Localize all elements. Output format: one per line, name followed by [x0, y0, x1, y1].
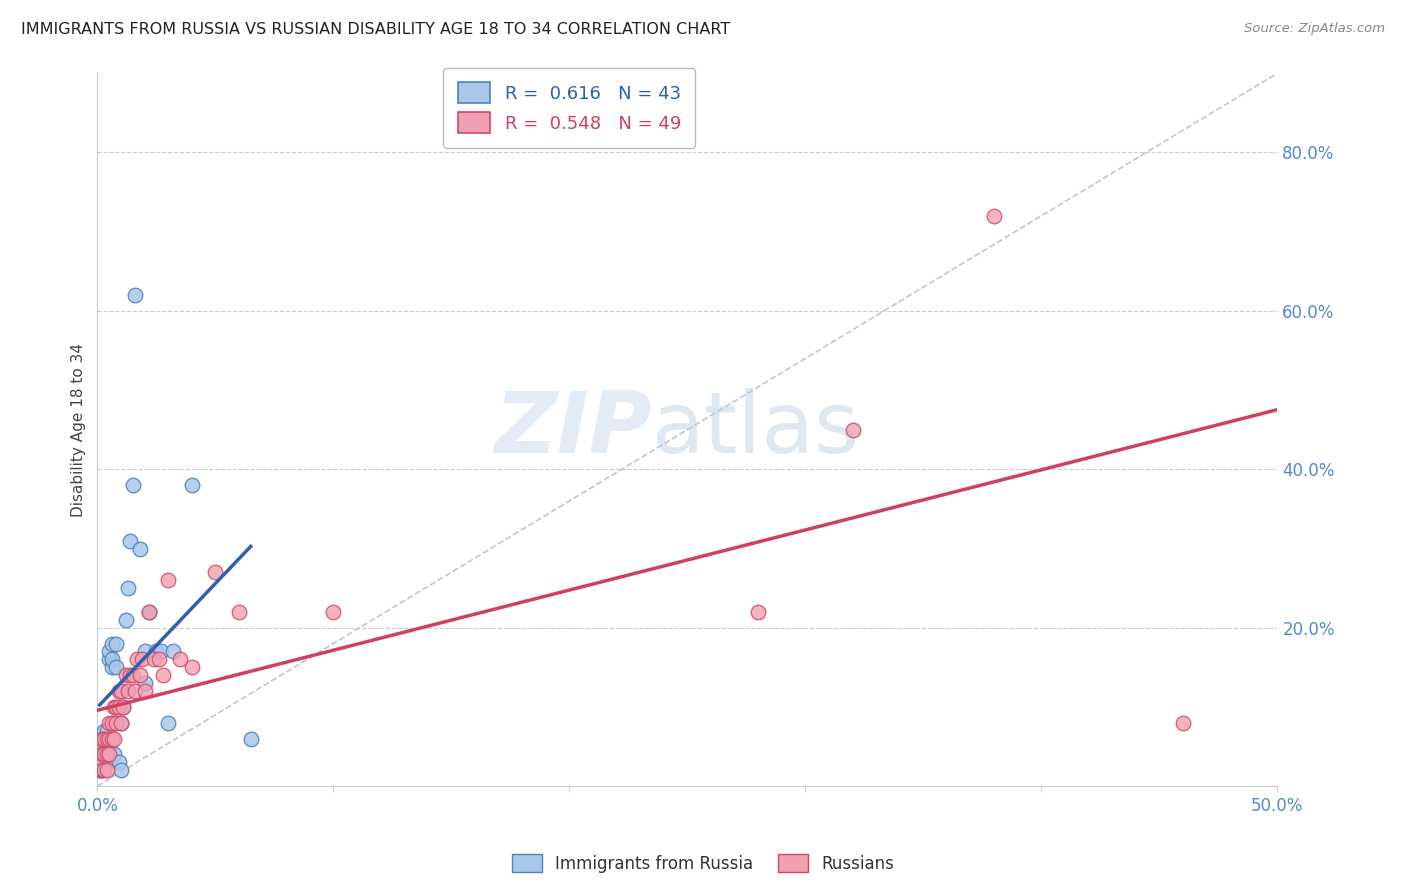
- Point: [100, 715, 122, 730]
- Point: [98, 715, 121, 730]
- Point: [145, 644, 167, 658]
- Point: [96, 731, 118, 746]
- Point: [128, 541, 150, 556]
- Point: [134, 684, 156, 698]
- Point: [121, 668, 143, 682]
- Point: [96, 723, 118, 738]
- Point: [228, 605, 250, 619]
- Point: [96, 764, 118, 778]
- Point: [110, 715, 132, 730]
- Point: [96, 739, 118, 754]
- Point: [89, 764, 111, 778]
- Point: [110, 715, 132, 730]
- Point: [117, 581, 139, 595]
- Point: [91, 731, 114, 746]
- Point: [100, 636, 122, 650]
- Text: Source: ZipAtlas.com: Source: ZipAtlas.com: [1244, 22, 1385, 36]
- Point: [322, 605, 344, 619]
- Point: [103, 731, 125, 746]
- Point: [100, 731, 122, 746]
- Point: [93, 764, 115, 778]
- Point: [124, 288, 146, 302]
- Point: [98, 747, 121, 762]
- Point: [112, 700, 135, 714]
- Point: [134, 676, 156, 690]
- Point: [143, 652, 166, 666]
- Point: [98, 731, 121, 746]
- Point: [89, 747, 111, 762]
- Point: [112, 700, 135, 714]
- Point: [93, 731, 115, 746]
- Point: [91, 747, 114, 762]
- Point: [110, 764, 132, 778]
- Point: [841, 423, 863, 437]
- Text: ZIP: ZIP: [495, 388, 652, 471]
- Point: [91, 756, 114, 770]
- Point: [98, 739, 121, 754]
- Point: [152, 668, 174, 682]
- Point: [114, 668, 136, 682]
- Point: [747, 605, 769, 619]
- Point: [107, 756, 129, 770]
- Point: [204, 566, 226, 580]
- Point: [105, 660, 128, 674]
- Point: [138, 605, 160, 619]
- Point: [157, 715, 180, 730]
- Point: [107, 684, 129, 698]
- Point: [124, 684, 146, 698]
- Point: [120, 533, 142, 548]
- Point: [117, 684, 139, 698]
- Point: [114, 613, 136, 627]
- Point: [180, 478, 202, 492]
- Point: [91, 739, 114, 754]
- Point: [89, 764, 111, 778]
- Point: [239, 731, 262, 746]
- Point: [983, 209, 1005, 223]
- Legend: R =  0.616   N = 43, R =  0.548   N = 49: R = 0.616 N = 43, R = 0.548 N = 49: [443, 68, 696, 147]
- Point: [157, 573, 180, 587]
- Point: [93, 731, 115, 746]
- Point: [150, 644, 173, 658]
- Point: [134, 644, 156, 658]
- Point: [162, 644, 184, 658]
- Text: atlas: atlas: [652, 388, 860, 471]
- Point: [98, 747, 121, 762]
- Point: [89, 739, 111, 754]
- Point: [93, 747, 115, 762]
- Point: [93, 747, 115, 762]
- Point: [180, 660, 202, 674]
- Point: [103, 715, 125, 730]
- Point: [105, 636, 128, 650]
- Y-axis label: Disability Age 18 to 34: Disability Age 18 to 34: [72, 343, 86, 516]
- Point: [93, 723, 115, 738]
- Point: [93, 739, 115, 754]
- Point: [121, 478, 143, 492]
- Point: [128, 668, 150, 682]
- Point: [103, 700, 125, 714]
- Point: [96, 747, 118, 762]
- Point: [138, 605, 160, 619]
- Point: [91, 764, 114, 778]
- Point: [169, 652, 191, 666]
- Point: [89, 756, 111, 770]
- Point: [100, 652, 122, 666]
- Point: [96, 756, 118, 770]
- Point: [100, 660, 122, 674]
- Legend: Immigrants from Russia, Russians: Immigrants from Russia, Russians: [505, 847, 901, 880]
- Point: [1171, 715, 1194, 730]
- Point: [120, 668, 142, 682]
- Point: [131, 652, 153, 666]
- Text: IMMIGRANTS FROM RUSSIA VS RUSSIAN DISABILITY AGE 18 TO 34 CORRELATION CHART: IMMIGRANTS FROM RUSSIA VS RUSSIAN DISABI…: [21, 22, 730, 37]
- Point: [98, 644, 121, 658]
- Point: [103, 747, 125, 762]
- Point: [105, 715, 128, 730]
- Point: [127, 652, 149, 666]
- Point: [98, 652, 121, 666]
- Point: [105, 700, 128, 714]
- Point: [107, 700, 129, 714]
- Point: [110, 684, 132, 698]
- Point: [91, 731, 114, 746]
- Point: [148, 652, 170, 666]
- Point: [110, 684, 132, 698]
